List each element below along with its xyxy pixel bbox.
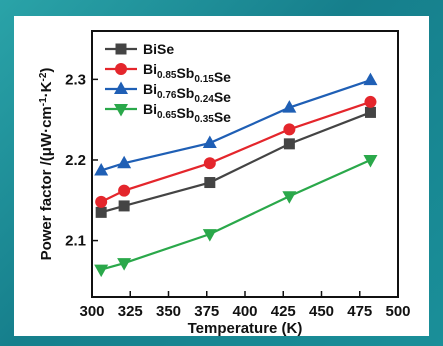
y-tick-label: 2.3 [65,71,86,88]
y-tick-label: 2.2 [65,152,86,169]
axis-ticks: 300 325 350 375 400 425 450 475 500 2.1 2.2 2.3 [65,71,410,320]
legend: BiSe Bi0.85Sb0.15SeBi0.76Sb0.24SeBi0.65Sb… [105,41,231,125]
data-point [282,100,297,113]
legend-label: Bi0.85Sb0.15Se [143,61,231,85]
x-tick-label: 500 [385,303,410,320]
series-line [100,100,371,203]
series-line [100,158,371,271]
data-point [118,200,130,212]
data-point [283,138,295,150]
x-tick-label: 400 [232,303,257,320]
series-1 [95,106,376,218]
data-point [94,264,109,278]
data-point [363,154,378,168]
series-4 [94,154,378,278]
x-tick-label: 300 [79,303,104,320]
data-point [202,135,217,149]
legend-label: BiSe [143,41,174,57]
data-point [363,72,378,86]
data-point [282,191,297,204]
x-tick-label: 450 [309,303,334,320]
data-point [94,162,109,176]
y-tick-label: 2.1 [65,233,86,250]
data-point [117,258,132,271]
data-point [114,104,128,117]
legend-item-4: Bi0.65Sb0.35Se [105,101,231,125]
x-tick-label: 425 [271,303,296,320]
data-point [364,95,377,108]
legend-item-2: Bi0.85Sb0.15Se [105,61,231,85]
x-tick-label: 325 [118,303,143,320]
legend-label: Bi0.65Sb0.35Se [143,101,231,125]
plot-border [91,30,399,298]
y-axis-label: Power factor /(μW·cm-1·K-2) [38,68,56,261]
data-point [114,81,128,94]
data-point [203,157,216,170]
series-2 [95,95,377,208]
x-tick-label: 350 [156,303,181,320]
data-point [95,206,107,218]
legend-item-3: Bi0.76Sb0.24Se [105,81,231,105]
data-point [115,63,127,75]
legend-item-1: BiSe [105,41,174,57]
data-point [115,43,127,55]
data-point [202,229,217,242]
data-point [118,184,131,197]
x-tick-label: 375 [194,303,219,320]
data-point [204,177,216,189]
data-point [95,195,108,208]
legend-label: Bi0.76Sb0.24Se [143,81,231,105]
x-axis-label: Temperature (K) [188,320,303,337]
series-line [100,111,371,214]
x-tick-label: 475 [347,303,372,320]
series-line [100,79,371,172]
series-layer [94,72,378,278]
data-point [364,106,376,118]
data-point [117,155,132,169]
plot-area [91,30,399,298]
series-3 [94,72,378,176]
data-point [283,123,296,136]
